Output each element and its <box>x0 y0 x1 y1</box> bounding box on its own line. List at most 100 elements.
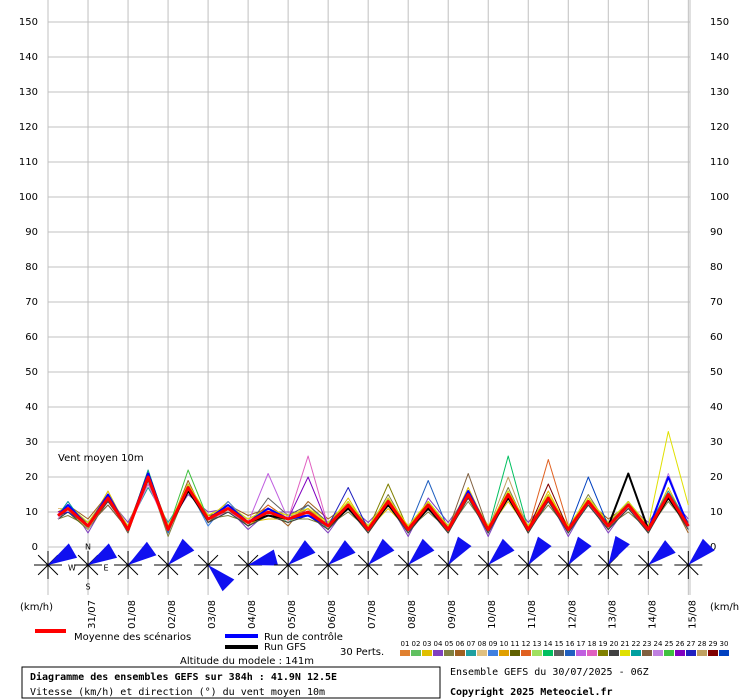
y-tick-label: 100 <box>19 192 38 203</box>
x-tick-label: 12/08 <box>567 600 578 629</box>
rose-spoke <box>37 564 49 576</box>
wind-direction <box>128 541 157 565</box>
rose-spoke <box>47 564 59 576</box>
rose-spoke <box>167 564 179 576</box>
x-tick-label: 11/08 <box>527 600 538 629</box>
rose-spoke <box>367 564 379 576</box>
legend-pert-label: 12 <box>522 640 531 648</box>
y-tick-label: 30 <box>25 437 38 448</box>
annotation: Vent moyen 10m <box>58 453 144 464</box>
y-tick-label: 120 <box>19 122 38 133</box>
legend-pert-swatch <box>521 650 531 656</box>
legend-pert-swatch <box>631 650 641 656</box>
legend-pert-label: 08 <box>478 640 487 648</box>
y-tick-label: 20 <box>710 472 723 483</box>
run-info: Ensemble GEFS du 30/07/2025 - 06Z <box>450 667 649 678</box>
y-unit-left: (km/h) <box>20 602 53 613</box>
rose-spoke <box>237 554 249 566</box>
rose-spoke <box>357 564 369 576</box>
rose-spoke <box>687 564 699 576</box>
rose-spoke <box>247 554 259 566</box>
legend-pert-label: 30 <box>720 640 729 648</box>
rose-spoke <box>397 564 409 576</box>
rose-spoke <box>37 554 49 566</box>
y-tick-label: 50 <box>25 367 38 378</box>
legend-pert-label: 07 <box>467 640 476 648</box>
y-tick-label: 110 <box>19 157 38 168</box>
legend-pert-label: 02 <box>412 640 421 648</box>
x-tick-label: 02/08 <box>167 600 178 629</box>
wind-direction <box>88 543 118 565</box>
y-unit-right: (km/h) <box>710 602 740 613</box>
legend-pert-label: 11 <box>511 640 520 648</box>
rose-spoke <box>638 564 649 576</box>
mean-line <box>57 475 690 531</box>
rose-spoke <box>77 554 89 566</box>
legend-pert-swatch <box>642 650 652 656</box>
rose-spoke <box>197 564 209 576</box>
legend-mean: Moyenne des scénarios <box>74 631 191 643</box>
y-tick-label: 80 <box>25 262 38 273</box>
legend-pert-swatch <box>411 650 421 656</box>
wind-direction <box>368 538 395 565</box>
rose-spoke <box>517 564 529 576</box>
legend-pert-label: 25 <box>665 640 674 648</box>
plot-lines <box>57 431 690 537</box>
x-tick-label: 09/08 <box>447 600 458 629</box>
legend-pert-label: 15 <box>555 640 564 648</box>
wind-direction <box>248 549 279 566</box>
wind-direction <box>288 540 316 565</box>
legend-pert-label: 18 <box>588 640 597 648</box>
rose-spoke <box>117 554 129 566</box>
rose-spoke <box>558 564 569 576</box>
rose-spoke <box>77 564 89 576</box>
rose-spoke <box>598 564 609 576</box>
y-tick-label: 20 <box>25 472 38 483</box>
y-tick-label: 80 <box>710 262 723 273</box>
y-tick-label: 70 <box>710 297 723 308</box>
perts-label: 30 Perts. <box>340 647 384 658</box>
y-tick-label: 30 <box>710 437 723 448</box>
legend-pert-swatch <box>587 650 597 656</box>
y-tick-label: 40 <box>25 402 38 413</box>
legend-pert-swatch <box>653 650 663 656</box>
rose-spoke <box>607 564 619 576</box>
legend-pert-swatch <box>598 650 608 656</box>
rose-spoke <box>437 564 449 576</box>
y-tick-label: 110 <box>710 157 729 168</box>
y-tick-label: 140 <box>710 52 729 63</box>
legend-pert-label: 05 <box>445 640 454 648</box>
legend-pert-label: 04 <box>434 640 443 648</box>
y-tick-label: 70 <box>25 297 38 308</box>
y-tick-label: 90 <box>710 227 723 238</box>
y-tick-label: 60 <box>25 332 38 343</box>
rose-spoke <box>157 554 169 566</box>
rose-spoke <box>197 554 209 566</box>
labels: Vent moyen 10m (km/h) (km/h) Moyenne des… <box>20 453 740 699</box>
title-box <box>21 666 441 699</box>
y-tick-label: 60 <box>710 332 723 343</box>
legend-pert-label: 16 <box>566 640 575 648</box>
rose-spoke <box>437 554 449 566</box>
compass-label: E <box>103 564 108 573</box>
wind-direction <box>648 540 676 565</box>
rose-spoke <box>207 554 219 566</box>
legend-pert-label: 06 <box>456 640 465 648</box>
wind-direction <box>528 536 552 565</box>
legend-pert-swatch <box>620 650 630 656</box>
y-tick-label: 10 <box>25 507 38 518</box>
legend-pert-swatch <box>532 650 542 656</box>
legend-pert-label: 03 <box>423 640 432 648</box>
legend-pert-swatch <box>565 650 575 656</box>
x-tick-label: 10/08 <box>487 600 498 629</box>
rose-spoke <box>287 564 299 576</box>
legend-pert-label: 17 <box>577 640 586 648</box>
y-tick-label: 0 <box>710 542 716 553</box>
legend-pert-swatch <box>488 650 498 656</box>
legend-pert-swatch <box>609 650 619 656</box>
rose-spoke <box>447 564 459 576</box>
legend-pert-swatch <box>697 650 707 656</box>
grid: 0 0 10 10 20 20 30 30 40 40 50 50 60 60 70 70 80 80 90 90 10… <box>19 0 729 629</box>
legend-pert-label: 22 <box>632 640 641 648</box>
legend-pert-label: 29 <box>709 640 718 648</box>
